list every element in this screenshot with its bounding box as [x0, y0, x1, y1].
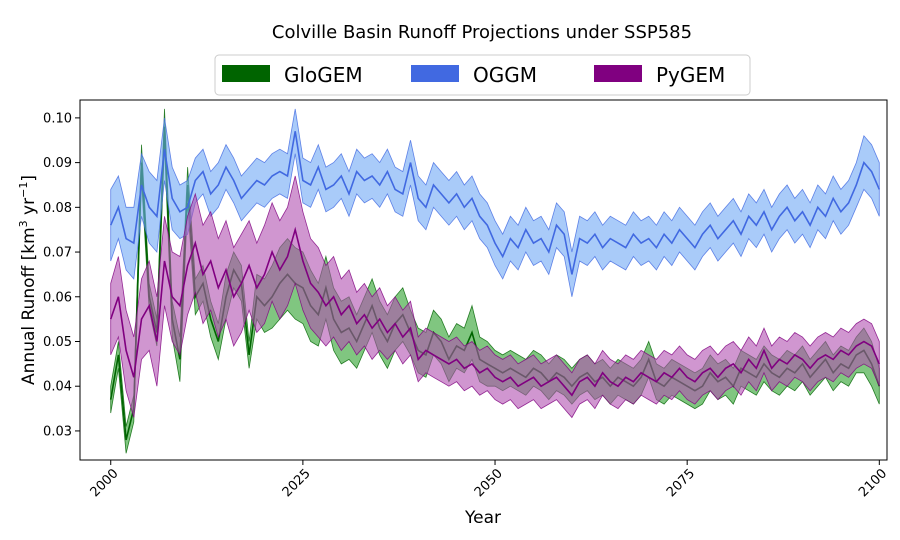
x-tick-label-2075: 2075: [664, 466, 698, 500]
x-tick-label-2025: 2025: [280, 466, 314, 500]
line-pygem: [109, 226, 881, 397]
y-tick-label-0.1: 0.10: [43, 111, 72, 126]
y-tick-label-0.05: 0.05: [43, 335, 72, 350]
x-axis-label: Year: [464, 508, 501, 528]
band-oggm: [110, 108, 880, 297]
legend-swatch-glogem: [222, 65, 270, 82]
y-tick-label-0.06: 0.06: [43, 290, 72, 305]
legend-label-glogem: GloGEM: [284, 63, 363, 87]
x-tick-label-2050: 2050: [472, 466, 506, 500]
legend-label-oggm: OGGM: [473, 63, 537, 87]
y-tick-label-0.04: 0.04: [43, 380, 72, 395]
chart-title: Colville Basin Runoff Projections under …: [272, 22, 692, 43]
plot-frame: [79, 99, 888, 461]
y-axis-label: Annual Runoff [km3 yr−1]: [17, 175, 39, 385]
line-oggm: [109, 131, 881, 275]
x-tick-label-2000: 2000: [88, 466, 122, 500]
legend-swatch-pygem: [594, 65, 642, 82]
legend: GloGEM OGGM PyGEM: [214, 54, 751, 96]
y-axis: 0.03 0.04 0.05 0.06 0.07 0.08 0.09 0.10: [43, 111, 80, 439]
legend-label-pygem: PyGEM: [656, 63, 725, 87]
plot-area: [109, 108, 881, 454]
legend-swatch-oggm: [411, 65, 459, 82]
y-tick-label-0.07: 0.07: [43, 246, 72, 261]
y-tick-label-0.09: 0.09: [43, 156, 72, 171]
x-axis: 2000 2025 2050 2075 2100: [88, 460, 890, 500]
x-tick-label-2100: 2100: [856, 466, 890, 500]
y-tick-label-0.03: 0.03: [43, 424, 72, 439]
band-pygem: [110, 175, 880, 419]
y-tick-label-0.08: 0.08: [43, 201, 72, 216]
